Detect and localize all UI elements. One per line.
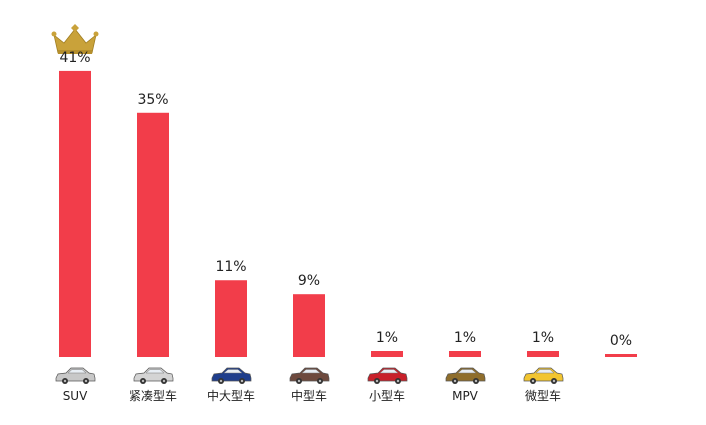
bar-小型车 (371, 351, 403, 357)
large-sedan-icon (211, 367, 252, 384)
bar-紧凑型车 (137, 112, 169, 358)
bar-MPV (449, 351, 481, 357)
bars (59, 70, 637, 358)
value-label: 35% (137, 92, 168, 108)
small-hatchback-icon (367, 367, 408, 384)
bar-SUV (59, 70, 91, 358)
bar-中大型车 (215, 280, 247, 357)
category-label: 中型车 (291, 388, 327, 403)
bar-微型车 (527, 351, 559, 357)
micro-car-icon (523, 367, 564, 384)
compact-car-icon (133, 367, 174, 384)
value-label: 11% (215, 259, 246, 275)
mpv-icon (445, 367, 486, 384)
category-labels: SUV 紧凑型车 中大型车 中型车 小型车 MPV 微型车 (63, 388, 561, 403)
suv-car-icon (55, 367, 96, 384)
value-label: 9% (298, 273, 320, 289)
category-label: 中大型车 (207, 388, 255, 403)
category-label: SUV (63, 389, 88, 403)
crown-icon (51, 24, 99, 54)
category-icons (55, 367, 564, 384)
value-label: 1% (376, 330, 398, 346)
value-labels: 41% 35% 11% 9% 1% 1% 1% 0% (59, 50, 632, 349)
category-label: MPV (452, 389, 479, 403)
bar-unlabeled (605, 354, 637, 357)
value-label: 41% (59, 50, 90, 66)
category-label: 小型车 (369, 388, 405, 403)
value-label: 1% (454, 330, 476, 346)
category-label: 紧凑型车 (129, 388, 177, 403)
bar-中型车 (293, 294, 325, 357)
value-label: 1% (532, 330, 554, 346)
value-label: 0% (610, 333, 632, 349)
midsize-sedan-icon (289, 367, 330, 384)
category-label: 微型车 (525, 388, 561, 403)
